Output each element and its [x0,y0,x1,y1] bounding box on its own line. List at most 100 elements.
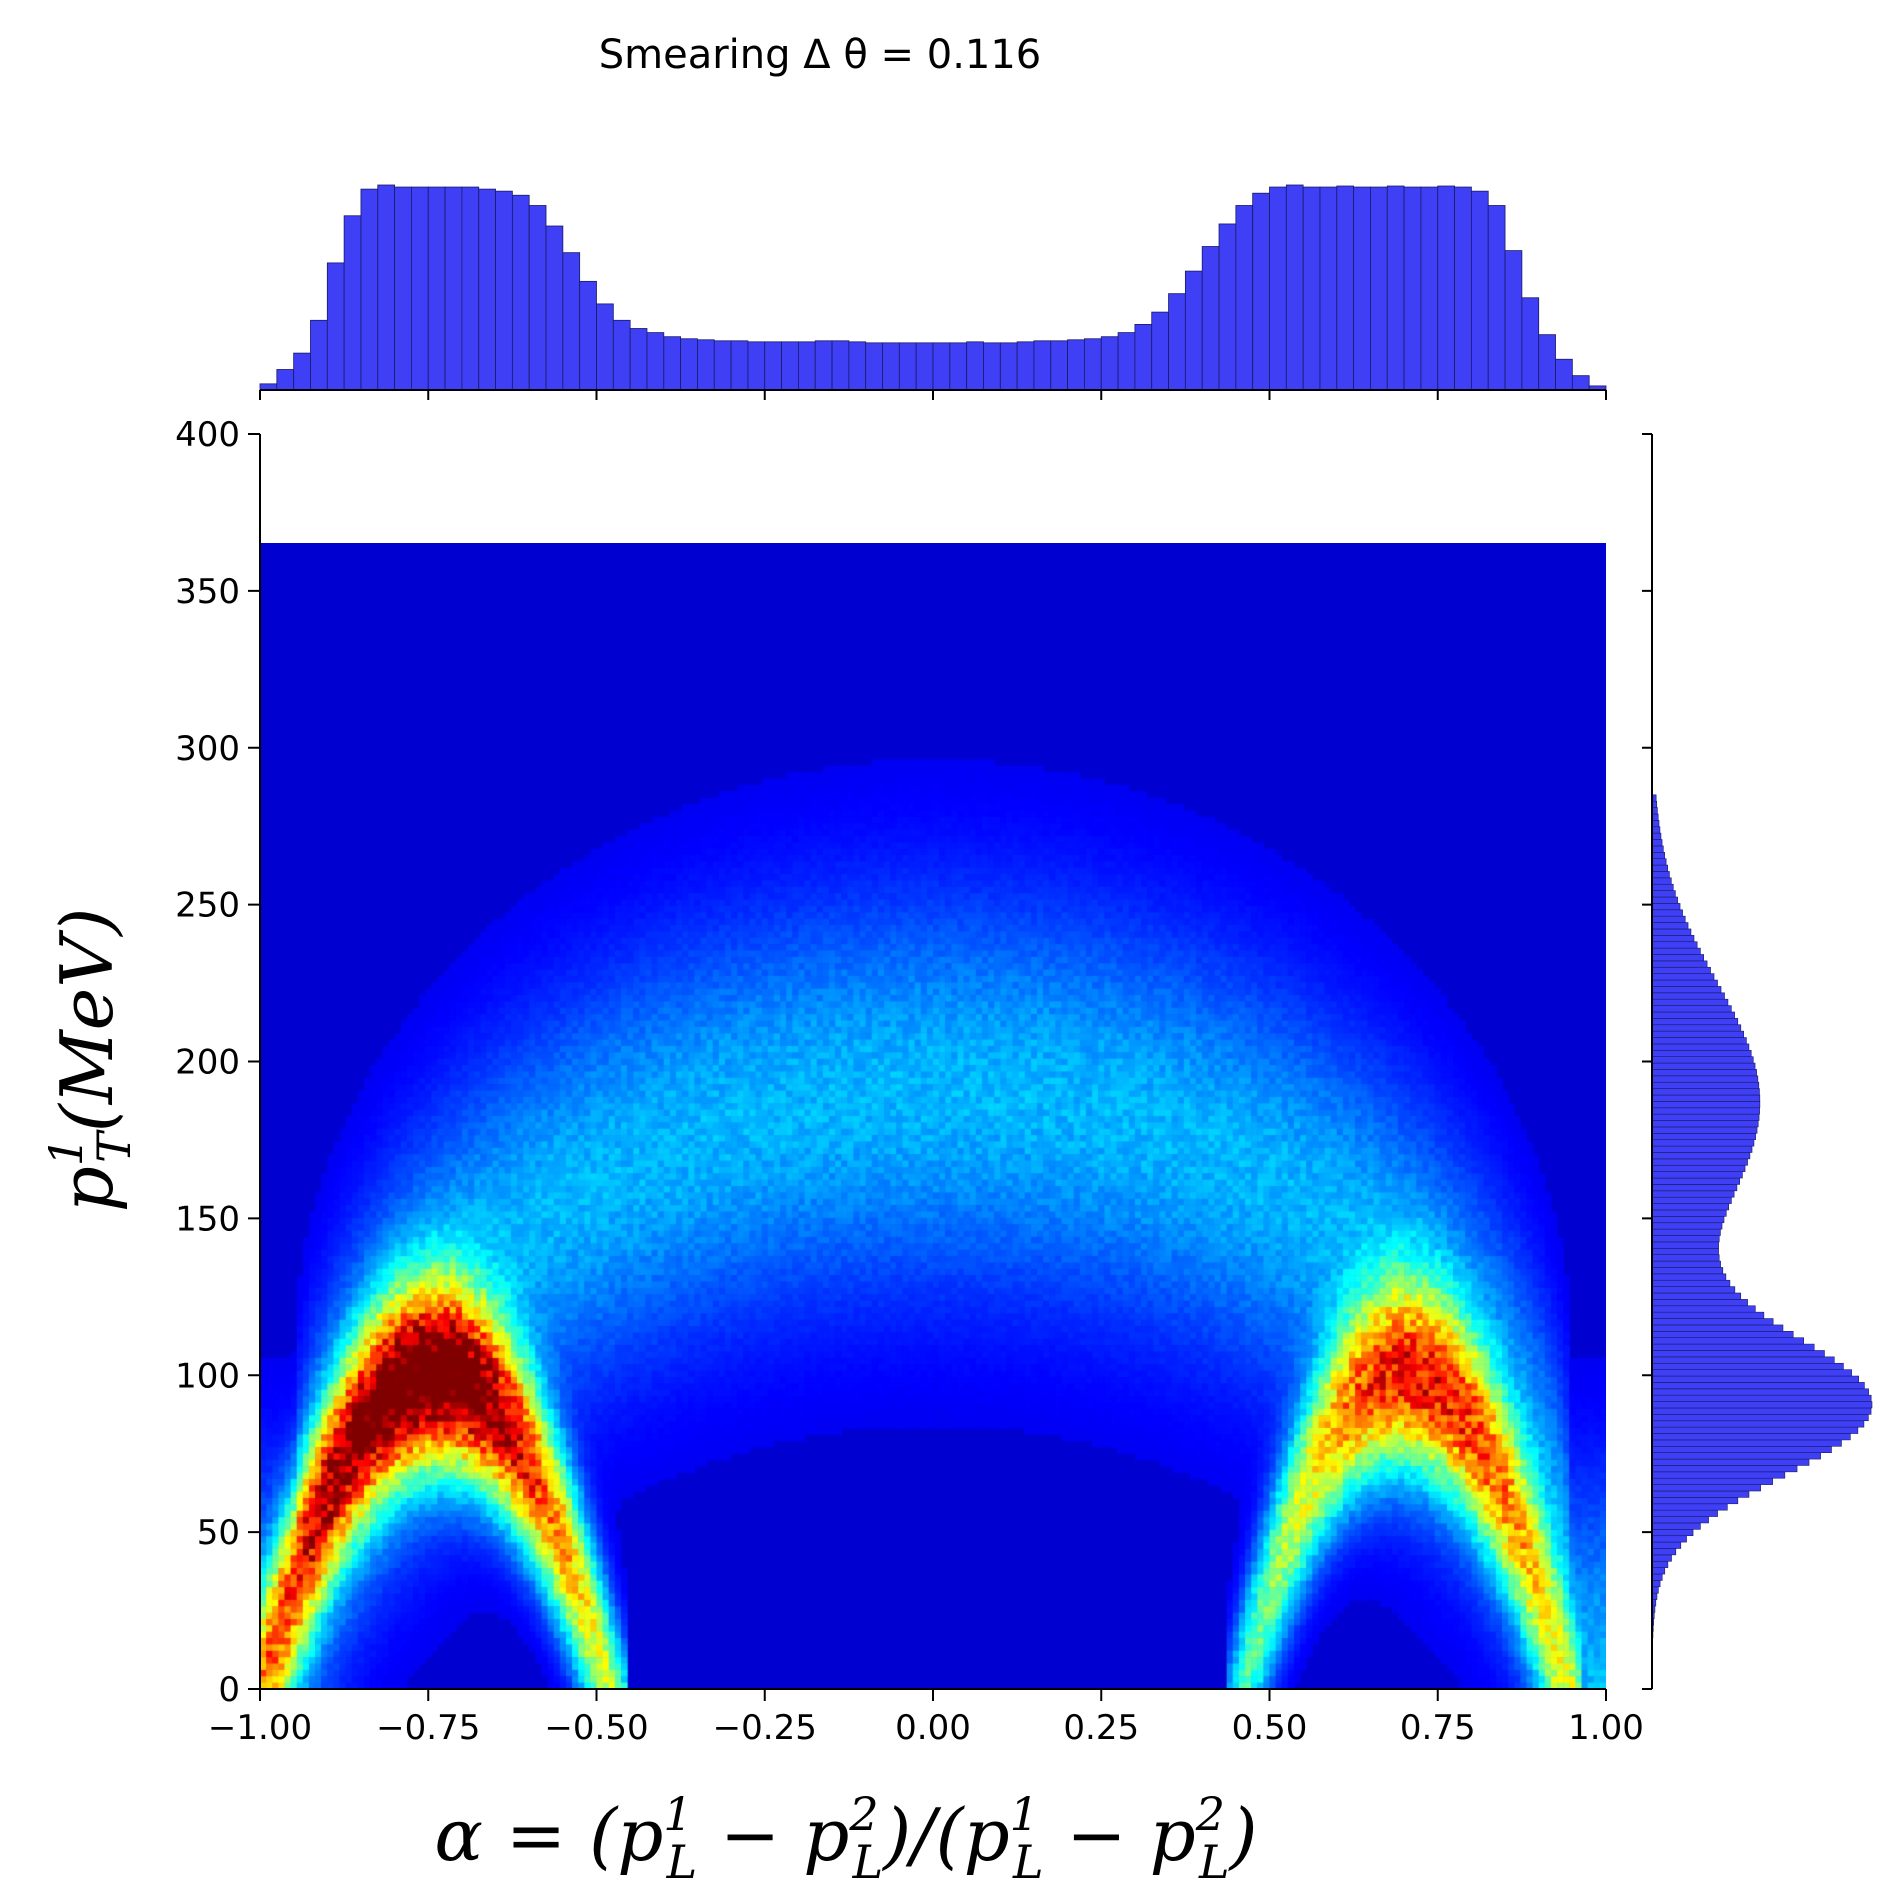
top-histogram-bar [747,341,766,391]
top-histogram-bar [1050,340,1069,391]
right-histogram-bar [1651,973,1715,981]
right-histogram-bar [1651,1356,1835,1364]
top-histogram-bar [781,341,799,391]
top-histogram-bar [983,342,1001,391]
right-histogram-bar [1651,1030,1745,1038]
right-histogram-bar [1651,877,1672,885]
right-histogram-bar [1651,1433,1851,1441]
top-histogram-bar [310,319,328,391]
top-histogram-bar [1437,185,1455,391]
right-histogram-bar [1651,1113,1760,1121]
right-histogram-bar [1651,1037,1747,1045]
top-histogram-x-axis [259,389,1607,400]
x-tick-label: −0.50 [544,1708,648,1748]
right-histogram-bar [1651,1529,1694,1537]
top-histogram-bar [411,186,429,391]
right-histogram-bar [1651,1452,1821,1460]
right-histogram-bar [1651,1152,1751,1160]
right-histogram-bar [1651,1203,1730,1211]
right-histogram-bar [1651,1241,1719,1249]
top-histogram-bar [1184,270,1203,391]
right-histogram-bar [1651,915,1686,923]
top-histogram-bar [1370,186,1388,391]
right-histogram-bar [1651,820,1660,828]
right-histogram-bar [1651,1043,1750,1051]
right-histogram-bar [1651,1497,1739,1505]
top-histogram-bar [999,342,1018,391]
right-histogram-bar [1651,871,1670,879]
top-histogram-bar [545,225,564,391]
top-histogram-bar [495,190,513,391]
x-axis-ticks: −1.00 −0.75 −0.50 −0.25 0.00 0.25 0.50 0.75 1.00 [208,1689,1644,1748]
top-histogram-bar [1016,341,1035,391]
top-histogram-bar [680,338,698,391]
right-marginal-histogram [1651,794,1873,1690]
top-histogram-bar [1454,186,1472,391]
top-histogram-bar [798,341,816,391]
top-histogram-bar [949,342,968,391]
right-histogram-bar [1651,998,1729,1006]
top-histogram-bar [1033,340,1052,391]
right-histogram-bar [1651,979,1718,987]
right-histogram-bar [1651,903,1681,911]
x-tick-label: 0.75 [1400,1708,1476,1748]
top-histogram-bar [562,252,581,391]
y-axis-label: p1T(MeV) [39,908,141,1213]
top-histogram-bar [461,186,480,391]
top-histogram-bar [1538,334,1556,391]
chart-title: Smearing Δ θ = 0.116 [599,32,1042,78]
right-histogram-bar [1651,1426,1859,1434]
top-histogram-bar [478,188,496,391]
right-histogram-bar [1651,1081,1760,1089]
right-histogram-bar [1651,1286,1736,1294]
top-histogram-bar [663,336,682,391]
right-histogram-bar [1651,947,1701,955]
right-histogram-bar [1651,1216,1725,1224]
top-histogram-bar [1252,192,1270,391]
right-histogram-bar [1651,1458,1810,1466]
right-histogram-bar [1651,1018,1739,1026]
top-histogram-bar [865,342,883,391]
top-histogram-bar [1420,186,1439,391]
right-histogram-bar [1651,1471,1786,1479]
right-histogram-bar [1651,1011,1735,1019]
right-histogram-bar [1651,1075,1759,1083]
y-tick-label: 50 [197,1513,240,1553]
top-histogram-bar [360,188,379,391]
right-histogram-bar [1651,1177,1740,1185]
top-histogram-bar [814,340,833,391]
top-histogram-bar [915,342,934,391]
x-tick-label: 0.50 [1232,1708,1308,1748]
right-histogram-bar [1651,1573,1663,1581]
top-histogram-bar [1235,205,1254,391]
top-histogram-bar [764,341,782,391]
right-histogram-bar [1651,858,1667,866]
right-histogram-bar [1651,928,1692,936]
top-marginal-histogram [259,184,1607,391]
right-histogram-bar [1651,1369,1852,1377]
right-histogram-bar [1651,941,1698,949]
right-histogram-bar [1651,1164,1746,1172]
top-histogram-bar [1353,186,1371,391]
top-histogram-bar [1151,311,1169,391]
right-histogram-bar [1651,1260,1721,1268]
right-histogram-bar [1651,1133,1756,1141]
top-histogram-bar [629,328,648,391]
right-histogram-bar [1651,1279,1731,1287]
right-histogram-bar [1651,1560,1669,1568]
right-histogram-bar [1651,1477,1773,1485]
right-histogram-bar [1651,1535,1687,1543]
right-histogram-bar [1651,1516,1709,1524]
top-histogram-bar [966,341,984,391]
right-histogram-bar [1651,1101,1761,1109]
right-histogram-bar [1651,1005,1732,1013]
top-histogram-bar [1319,186,1338,391]
right-histogram-bar [1651,1407,1872,1415]
right-histogram-bar [1651,1049,1752,1057]
top-histogram-bar [697,339,715,391]
right-histogram-bar [1651,1445,1832,1453]
x-tick-label: 0.25 [1063,1708,1139,1748]
right-histogram-bar [1651,851,1665,859]
top-histogram-bar [1134,323,1153,391]
